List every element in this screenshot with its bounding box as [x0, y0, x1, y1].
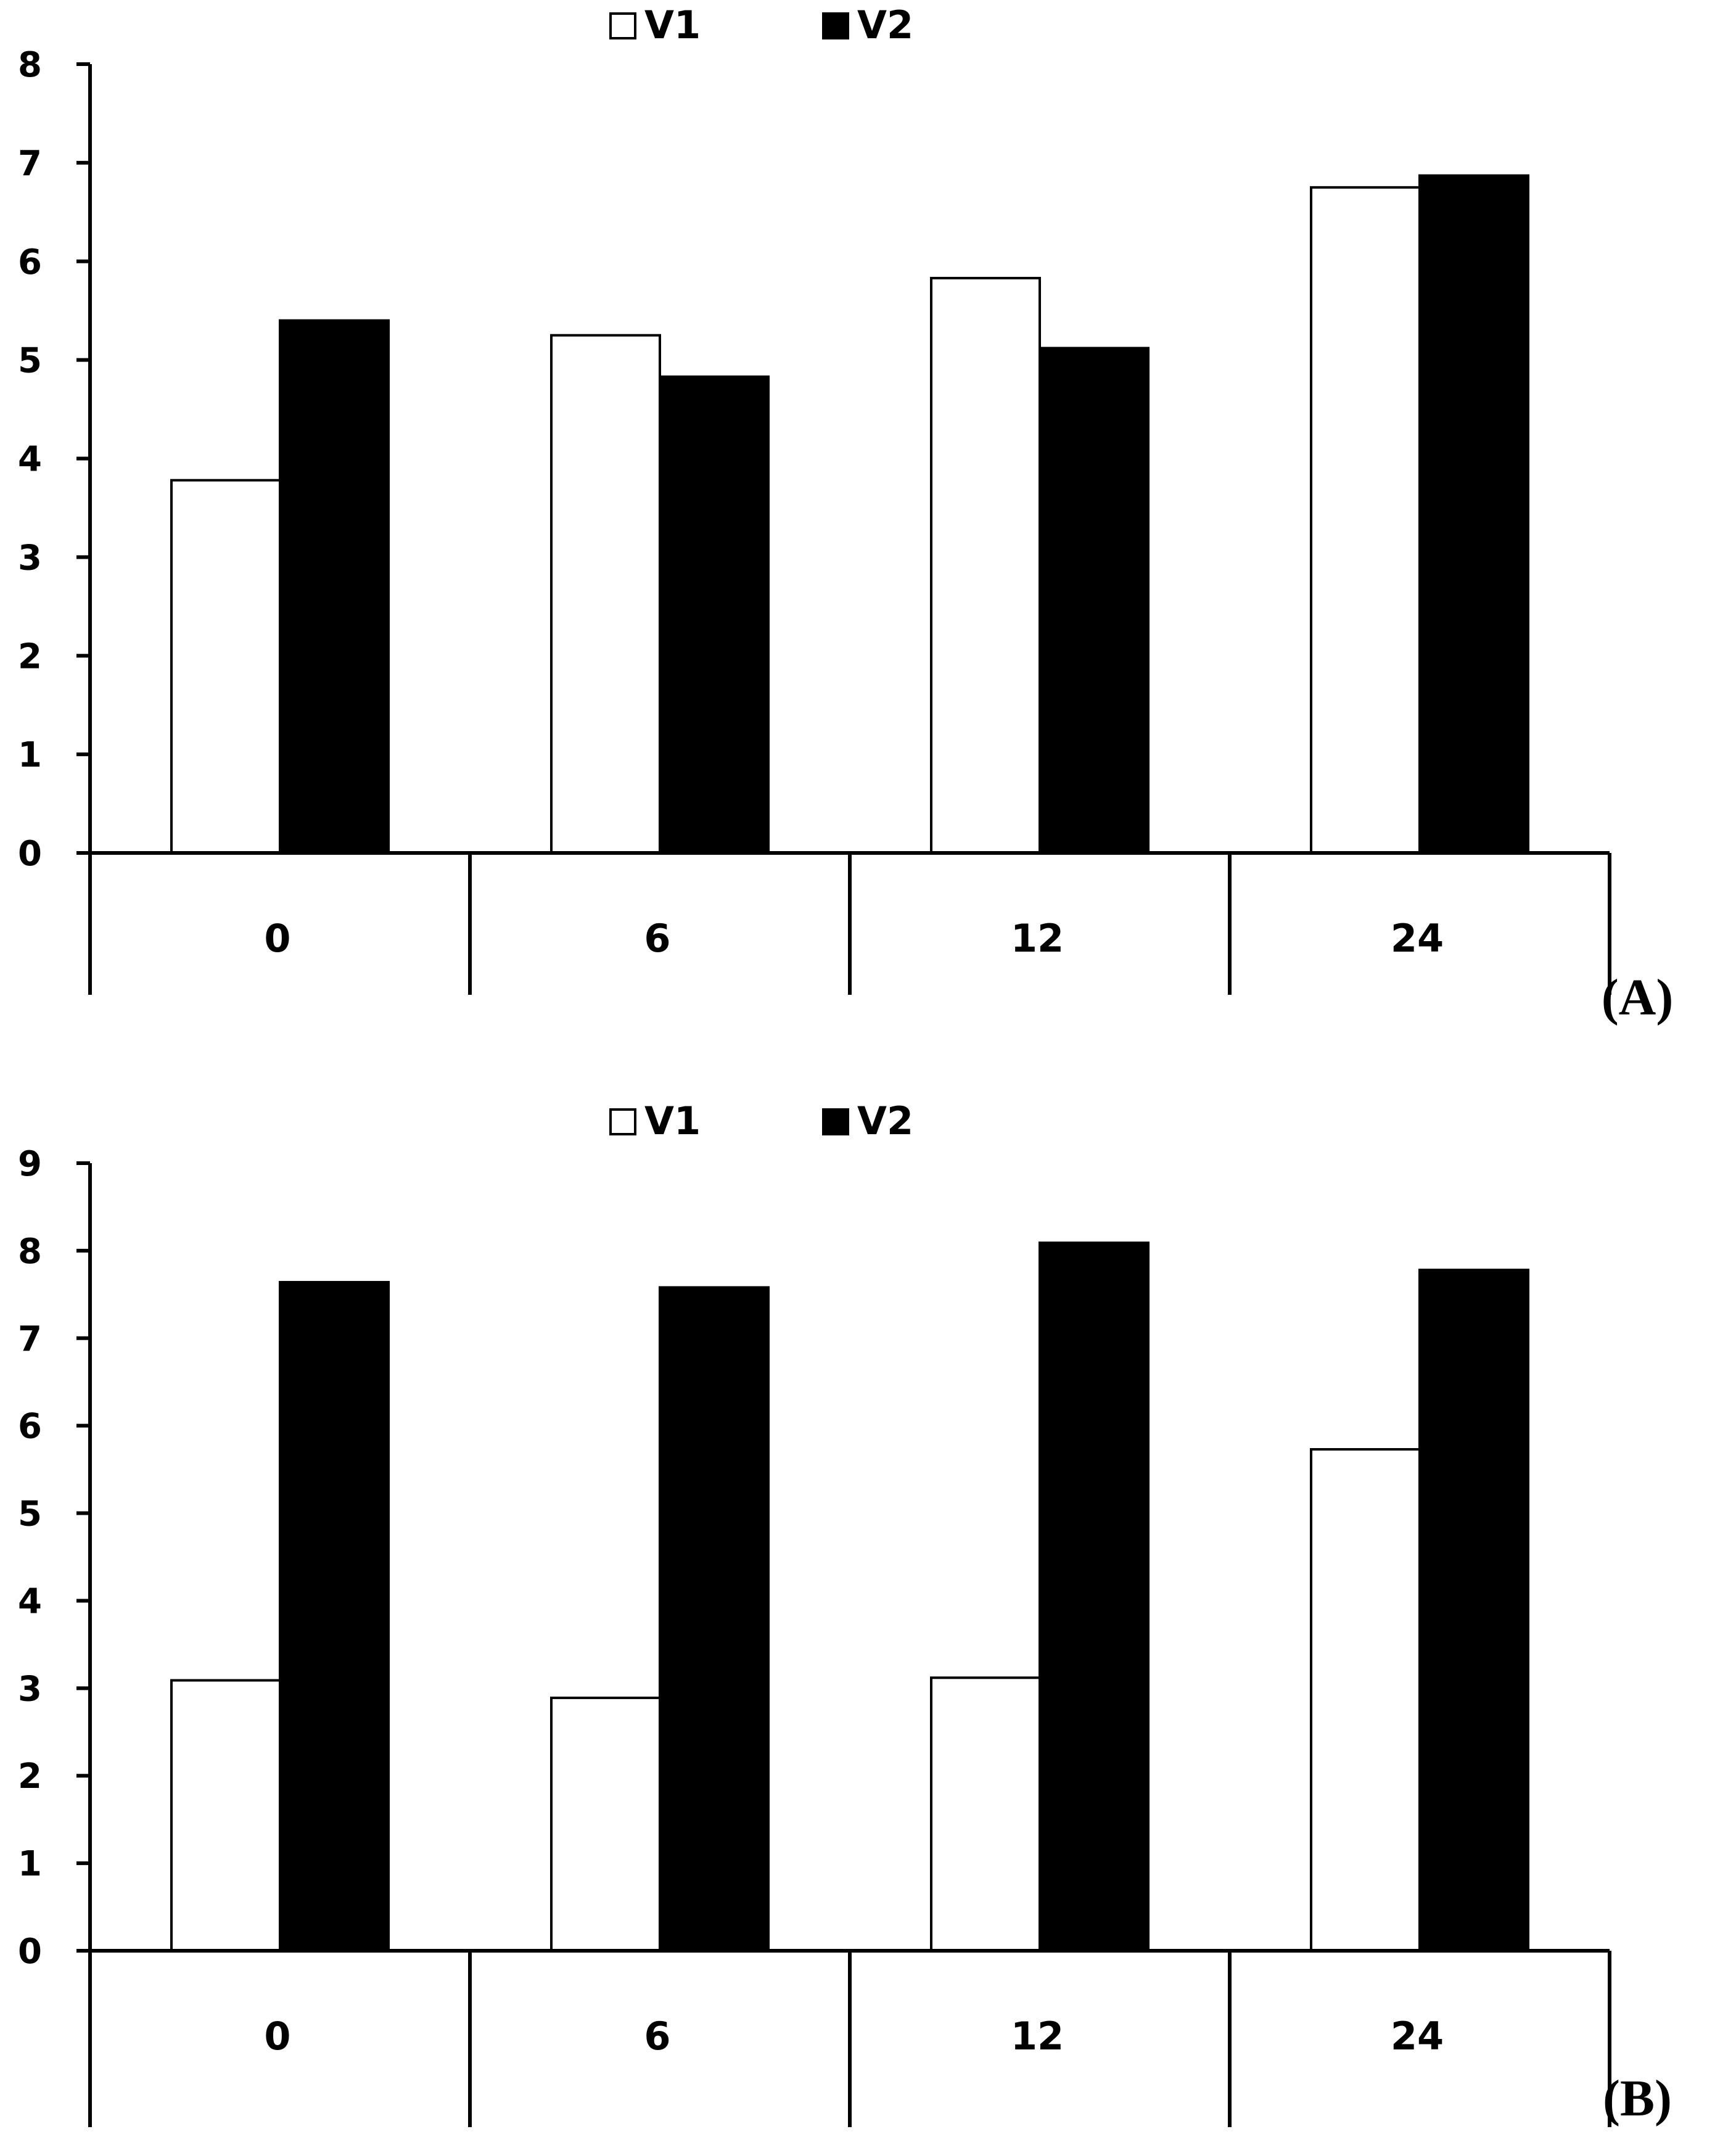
y-tick-label-7: 7 — [18, 144, 42, 184]
y-tick-label-4: 4 — [18, 440, 42, 480]
bar-v2-6 — [659, 1286, 770, 1952]
y-tick-label-3: 3 — [18, 1669, 42, 1709]
y-tick-label-0: 0 — [18, 1932, 42, 1972]
legend-label-v2: V2 — [857, 1098, 913, 1143]
bar-v2-24 — [1418, 174, 1529, 855]
y-tick-label-2: 2 — [18, 636, 42, 677]
legend-label-v1: V1 — [644, 2, 701, 47]
x-tick-label-0: 0 — [264, 916, 290, 961]
x-tick-label-24: 24 — [1391, 2014, 1444, 2059]
y-tick-label-6: 6 — [18, 242, 42, 282]
y-tick-label-4: 4 — [18, 1581, 42, 1621]
y-tick-label-6: 6 — [18, 1407, 42, 1447]
y-tick-label-7: 7 — [18, 1319, 42, 1359]
bar-v2-0 — [279, 319, 390, 854]
legend-swatch-v1 — [609, 12, 636, 39]
legend-swatch-v2 — [822, 1108, 849, 1135]
y-tick-label-9: 9 — [18, 1144, 42, 1184]
bar-v1-0 — [170, 1679, 281, 1952]
x-tick-label-0: 0 — [264, 2014, 290, 2059]
bar-v1-6 — [550, 1696, 661, 1953]
y-tick-label-5: 5 — [18, 1494, 42, 1534]
bar-v1-6 — [550, 334, 661, 854]
bar-v1-0 — [170, 479, 281, 854]
legend-label-v1: V1 — [644, 1098, 701, 1143]
legend-label-v2: V2 — [857, 2, 913, 47]
y-tick-label-1: 1 — [18, 735, 42, 775]
bar-v1-24 — [1310, 186, 1421, 854]
bar-v1-12 — [930, 276, 1041, 854]
y-tick-label-2: 2 — [18, 1756, 42, 1797]
y-tick-label-8: 8 — [18, 45, 42, 85]
bar-v2-24 — [1418, 1269, 1529, 1952]
legend-swatch-v2 — [822, 12, 849, 39]
bar-v2-12 — [1039, 1241, 1150, 1952]
y-tick-label-3: 3 — [18, 538, 42, 578]
x-tick-label-6: 6 — [644, 916, 670, 961]
bar-v2-0 — [279, 1280, 390, 1953]
x-tick-label-12: 12 — [1011, 2014, 1064, 2059]
y-tick-label-0: 0 — [18, 834, 42, 874]
x-tick-label-12: 12 — [1011, 916, 1064, 961]
bar-v2-12 — [1039, 347, 1150, 854]
y-tick-label-1: 1 — [18, 1844, 42, 1884]
x-tick-label-24: 24 — [1391, 916, 1444, 961]
legend-swatch-v1 — [609, 1108, 636, 1135]
bar-v1-12 — [930, 1676, 1041, 1952]
panel-label: (B) — [1603, 2070, 1672, 2127]
y-tick-label-5: 5 — [18, 341, 42, 381]
panel-label: (A) — [1602, 969, 1674, 1026]
x-tick-label-6: 6 — [644, 2014, 670, 2059]
bar-v1-24 — [1310, 1447, 1421, 1952]
bar-v2-6 — [659, 375, 770, 854]
y-tick-label-8: 8 — [18, 1232, 42, 1272]
